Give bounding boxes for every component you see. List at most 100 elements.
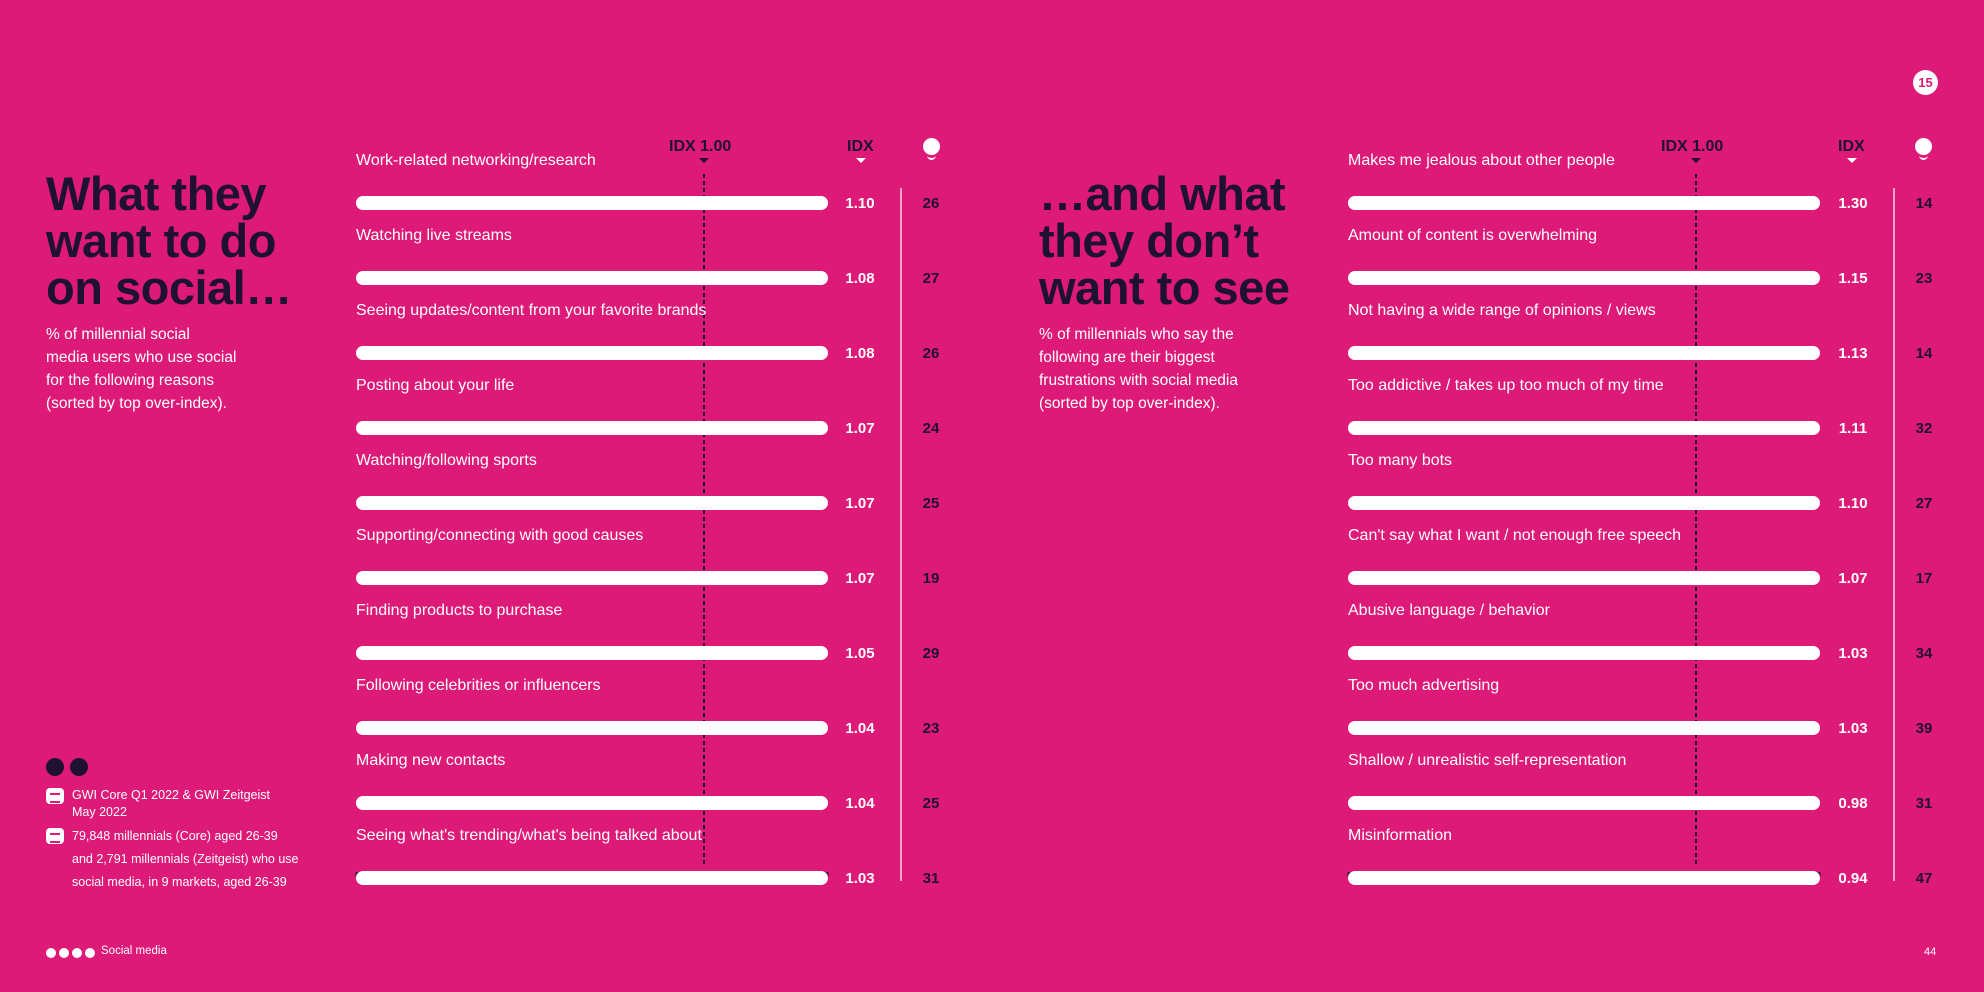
left-idx-value: 1.07 xyxy=(845,570,874,587)
right-idx-value: 1.13 xyxy=(1838,345,1867,362)
footer-dot-1 xyxy=(46,948,56,958)
sample-line-3: social media, in 9 markets, aged 26-39 xyxy=(72,875,287,889)
left-pct-value: 25 xyxy=(923,795,940,812)
left-idx-value: 1.05 xyxy=(845,645,874,662)
left-bar xyxy=(356,646,828,660)
right-idx-value: 0.98 xyxy=(1838,795,1867,812)
right-subtitle: % of millennials who say the following a… xyxy=(1039,326,1238,412)
left-idx-value: 1.07 xyxy=(845,420,874,437)
left-category-label: Following celebrities or influencers xyxy=(356,677,601,694)
left-category-label: Work-related networking/research xyxy=(356,152,596,169)
left-pct-value: 29 xyxy=(923,645,940,662)
footer-dot-2 xyxy=(59,948,69,958)
right-pct-value: 39 xyxy=(1916,720,1933,737)
source-line-1: GWI Core Q1 2022 & GWI Zeitgeist xyxy=(72,788,270,802)
footer-dot-3 xyxy=(72,948,82,958)
right-idx-value: 1.30 xyxy=(1838,195,1867,212)
right-idx-value: 1.15 xyxy=(1838,270,1867,287)
left-heading: What they want to do on social… xyxy=(46,167,292,314)
right-bar xyxy=(1348,571,1820,585)
right-idx-value: 1.11 xyxy=(1839,420,1867,437)
left-bar xyxy=(356,571,828,585)
right-idx-value: 1.03 xyxy=(1838,720,1867,737)
right-category-label: Too addictive / takes up too much of my … xyxy=(1348,377,1664,394)
left-category-label: Seeing what's trending/what's being talk… xyxy=(356,827,702,844)
right-bar xyxy=(1348,796,1820,810)
right-pct-value: 32 xyxy=(1916,420,1933,437)
right-idx-baseline-label: IDX 1.00 xyxy=(1661,138,1724,155)
right-idx-chevron-icon xyxy=(1847,158,1857,163)
left-subtitle: % of millennial social media users who u… xyxy=(46,326,237,412)
left-bar xyxy=(356,196,828,210)
left-idx-value: 1.08 xyxy=(845,345,874,362)
right-bar xyxy=(1348,196,1820,210)
right-category-label: Not having a wide range of opinions / vi… xyxy=(1348,302,1656,319)
right-bar xyxy=(1348,421,1820,435)
left-category-label: Watching live streams xyxy=(356,227,512,244)
right-idx-value: 1.03 xyxy=(1838,645,1867,662)
right-pct-value: 31 xyxy=(1916,795,1933,812)
left-pct-value: 19 xyxy=(923,570,940,587)
left-pct-value: 26 xyxy=(923,345,940,362)
page-badge: 15 xyxy=(1913,70,1938,95)
left-pct-value: 23 xyxy=(923,720,940,737)
left-pct-value: 24 xyxy=(923,420,940,437)
left-idx-value: 1.08 xyxy=(845,270,874,287)
left-pct-value: 25 xyxy=(923,495,940,512)
right-category-label: Shallow / unrealistic self-representatio… xyxy=(1348,752,1626,769)
page-number: 44 xyxy=(1924,946,1937,958)
left-bar xyxy=(356,346,828,360)
left-idx-value: 1.03 xyxy=(845,870,874,887)
info-icon[interactable] xyxy=(46,758,64,776)
right-heading: …and what they don’t want to see xyxy=(1039,167,1290,314)
right-bar xyxy=(1348,496,1820,510)
person-icon-right xyxy=(1915,138,1932,160)
right-idx-label: IDX xyxy=(1838,138,1865,155)
right-category-label: Makes me jealous about other people xyxy=(1348,152,1615,169)
left-idx-baseline-label: IDX 1.00 xyxy=(669,138,732,155)
right-pct-value: 47 xyxy=(1916,870,1933,887)
left-idx-chevron-icon xyxy=(856,158,866,163)
left-category-label: Watching/following sports xyxy=(356,452,537,469)
left-idx-value: 1.07 xyxy=(845,495,874,512)
left-bar xyxy=(356,496,828,510)
left-category-label: Posting about your life xyxy=(356,377,514,394)
left-baseline-chevron-icon xyxy=(699,158,709,163)
right-pct-value: 23 xyxy=(1916,270,1933,287)
more-icon[interactable] xyxy=(70,758,88,776)
right-idx-value: 1.07 xyxy=(1838,570,1867,587)
sample-line-2: and 2,791 millennials (Zeitgeist) who us… xyxy=(72,852,299,866)
right-idx-value: 0.94 xyxy=(1838,870,1868,887)
right-pct-value: 27 xyxy=(1916,495,1933,512)
right-pct-value: 17 xyxy=(1916,570,1933,587)
right-category-label: Too much advertising xyxy=(1348,677,1499,694)
person-icon xyxy=(923,138,940,160)
right-category-label: Too many bots xyxy=(1348,452,1452,469)
right-bar xyxy=(1348,871,1820,885)
left-category-label: Finding products to purchase xyxy=(356,602,562,619)
sample-icon xyxy=(46,828,64,844)
left-pct-value: 26 xyxy=(923,195,940,212)
source-icon xyxy=(46,788,64,804)
left-bar xyxy=(356,796,828,810)
right-pct-value: 14 xyxy=(1916,195,1933,212)
left-category-label: Making new contacts xyxy=(356,752,505,769)
right-bar xyxy=(1348,346,1820,360)
left-bar xyxy=(356,271,828,285)
left-pct-value: 31 xyxy=(923,870,940,887)
right-bar xyxy=(1348,271,1820,285)
right-baseline-chevron-icon xyxy=(1691,158,1701,163)
right-pct-value: 34 xyxy=(1916,645,1933,662)
right-bar xyxy=(1348,646,1820,660)
right-bar xyxy=(1348,721,1820,735)
left-bar xyxy=(356,871,828,885)
left-bar xyxy=(356,721,828,735)
left-idx-label: IDX xyxy=(847,138,874,155)
right-category-label: Amount of content is overwhelming xyxy=(1348,227,1597,244)
footer-dot-4 xyxy=(85,948,95,958)
right-category-label: Misinformation xyxy=(1348,827,1452,844)
left-bar xyxy=(356,421,828,435)
right-category-label: Abusive language / behavior xyxy=(1348,602,1551,619)
